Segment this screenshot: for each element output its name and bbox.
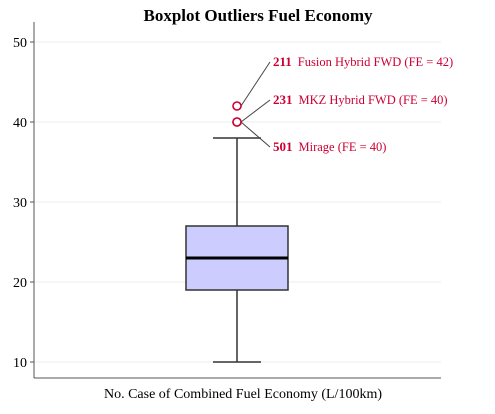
outlier-point-501 <box>233 118 241 126</box>
outlier-case-number: 501 <box>273 139 293 154</box>
outlier-label: Mirage (FE = 40) <box>299 140 387 154</box>
y-tick-label-40: 40 <box>13 116 27 131</box>
outlier-case-number: 231 <box>273 92 293 107</box>
axes: 10 20 30 40 50 <box>13 22 441 378</box>
outlier-case-number: 211 <box>273 54 292 69</box>
outlier-point-211 <box>233 102 241 110</box>
outliers: 211 Fusion Hybrid FWD (FE = 42) 231 MKZ Hyb… <box>233 54 453 154</box>
y-tick-label-30: 30 <box>13 196 27 211</box>
y-tick-label-50: 50 <box>13 36 27 51</box>
x-axis-label: No. Case of Combined Fuel Economy (L/100… <box>104 387 382 402</box>
y-tick-label-10: 10 <box>13 356 27 371</box>
outlier-label: Fusion Hybrid FWD (FE = 42) <box>298 55 453 69</box>
chart-title: Boxplot Outliers Fuel Economy <box>143 6 373 25</box>
outlier-annotation-501: 501 Mirage (FE = 40) <box>273 139 386 154</box>
box-plot <box>186 138 288 362</box>
outlier-annotation-231: 231 MKZ Hybrid FWD (FE = 40) <box>273 92 448 107</box>
outlier-leader-211 <box>241 62 270 106</box>
outlier-label: MKZ Hybrid FWD (FE = 40) <box>299 93 448 107</box>
outlier-leader-231 <box>241 100 270 122</box>
y-tick-label-20: 20 <box>13 276 27 291</box>
outlier-annotation-211: 211 Fusion Hybrid FWD (FE = 42) <box>273 54 453 69</box>
outlier-leader-501 <box>241 122 270 147</box>
